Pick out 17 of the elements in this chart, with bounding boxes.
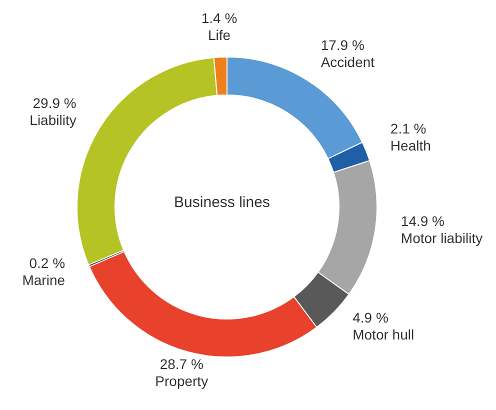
data-label: 14.9 % xyxy=(400,212,445,229)
data-label: 29.9 % xyxy=(32,94,76,111)
data-label: 4.9 % xyxy=(352,309,388,326)
slice-label: Accident xyxy=(320,54,375,70)
slice-label: Motor hull xyxy=(352,326,414,342)
data-label: 1.4 % xyxy=(201,10,238,26)
data-label: 17.9 % xyxy=(320,37,364,54)
slice-label: Marine xyxy=(22,272,66,288)
slice-label: Liability xyxy=(30,112,76,128)
slice-label: Motor liability xyxy=(400,230,483,246)
data-label: 2.1 % xyxy=(390,120,426,137)
slice-label: Life xyxy=(208,27,231,44)
slice-label: Property xyxy=(155,373,208,390)
data-label: 0.2 % xyxy=(29,254,66,271)
slice-label: Health xyxy=(390,138,431,154)
text: Business lines xyxy=(174,194,270,211)
data-label: 28.7 % xyxy=(160,356,204,372)
